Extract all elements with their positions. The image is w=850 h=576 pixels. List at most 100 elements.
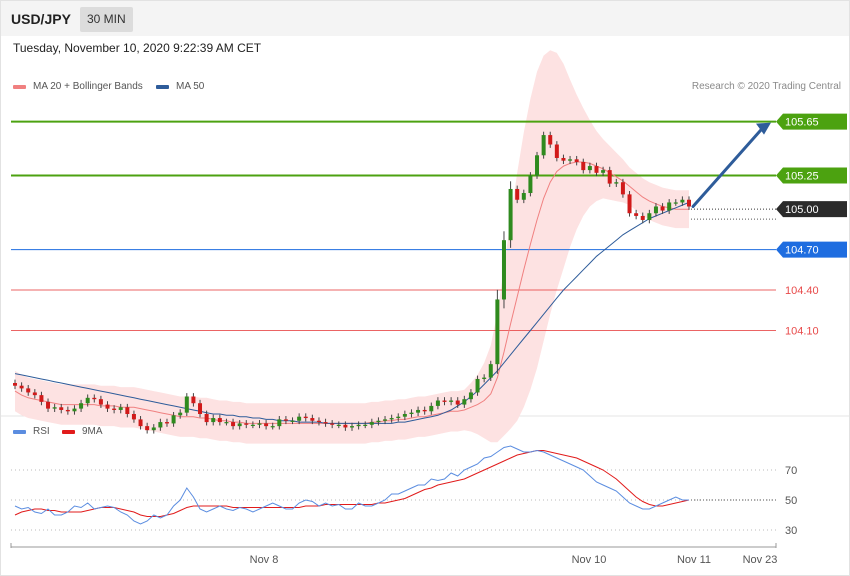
candle bbox=[26, 385, 31, 396]
candle bbox=[178, 409, 183, 419]
price-level-label: 104.10 bbox=[785, 325, 819, 337]
candle bbox=[158, 418, 163, 431]
candle-body bbox=[303, 416, 308, 419]
candle bbox=[211, 414, 216, 426]
candle-body bbox=[521, 193, 526, 200]
candle-body bbox=[158, 422, 163, 428]
candle bbox=[184, 393, 189, 417]
timestamp-line: Tuesday, November 10, 2020 9:22:39 AM CE… bbox=[13, 41, 262, 55]
candle-body bbox=[85, 397, 90, 404]
candle bbox=[488, 360, 493, 381]
candle bbox=[587, 162, 592, 174]
candle-body bbox=[204, 414, 209, 423]
rsi-line bbox=[14, 445, 689, 525]
candle bbox=[310, 414, 315, 425]
candle-body bbox=[554, 144, 559, 158]
candle-body bbox=[290, 420, 295, 422]
candle-body bbox=[396, 416, 401, 419]
candle bbox=[640, 212, 645, 224]
candle-body bbox=[145, 426, 150, 431]
candle-body bbox=[39, 395, 44, 402]
candle bbox=[112, 405, 117, 414]
candle-body bbox=[601, 170, 606, 173]
candle bbox=[65, 406, 70, 415]
candle-body bbox=[98, 399, 103, 405]
candle bbox=[145, 422, 150, 434]
candle bbox=[191, 393, 196, 407]
candle-body bbox=[237, 423, 242, 427]
candle bbox=[594, 162, 599, 177]
candle-body bbox=[383, 419, 388, 421]
timeframe-badge[interactable]: 30 MIN bbox=[80, 7, 133, 32]
rsi-tick-label: 50 bbox=[785, 495, 797, 507]
candle bbox=[105, 401, 110, 412]
candle-body bbox=[224, 422, 229, 424]
candle bbox=[607, 166, 612, 187]
candle bbox=[138, 416, 143, 430]
rsi-ma-swatch bbox=[62, 429, 75, 434]
price-level-label: 105.65 bbox=[785, 117, 819, 129]
candle-body bbox=[65, 409, 70, 412]
candle bbox=[389, 414, 394, 423]
chart-header: USD/JPY 30 MIN bbox=[1, 1, 849, 36]
candle-body bbox=[184, 396, 189, 413]
candle bbox=[416, 406, 421, 417]
candle-body bbox=[151, 427, 156, 431]
candle-body bbox=[257, 423, 262, 425]
candle bbox=[601, 166, 606, 177]
candle bbox=[422, 406, 427, 415]
candle bbox=[396, 413, 401, 422]
ma50-swatch bbox=[156, 84, 169, 89]
candle bbox=[118, 403, 123, 414]
candle bbox=[548, 131, 553, 148]
candle-body bbox=[482, 377, 487, 379]
candle-body bbox=[336, 424, 341, 426]
candle-body bbox=[198, 403, 203, 414]
candle bbox=[350, 422, 354, 431]
candle-body bbox=[508, 188, 513, 241]
candle bbox=[462, 395, 467, 408]
time-tick-label: Nov 8 bbox=[250, 554, 279, 566]
candle-body bbox=[620, 182, 625, 195]
candle-body bbox=[217, 418, 222, 423]
legend-9ma: 9MA bbox=[62, 426, 103, 437]
candle-body bbox=[46, 401, 51, 409]
candle-body bbox=[634, 213, 639, 216]
candle bbox=[535, 151, 540, 179]
candle-body bbox=[568, 159, 573, 161]
current-price-tag bbox=[776, 201, 847, 218]
candle bbox=[46, 398, 51, 412]
candle bbox=[515, 185, 520, 204]
ma20-swatch bbox=[13, 84, 26, 89]
candle-body bbox=[528, 175, 533, 194]
rsi-tick-label: 30 bbox=[785, 525, 797, 537]
candle-body bbox=[26, 388, 31, 393]
legend-ma20-label: MA 20 + Bollinger Bands bbox=[33, 81, 143, 92]
candle-body bbox=[343, 424, 348, 428]
candle-body bbox=[211, 418, 216, 423]
candle bbox=[402, 410, 407, 421]
candle-body bbox=[468, 392, 473, 400]
candle-body bbox=[376, 420, 381, 423]
candle bbox=[204, 410, 209, 426]
candle bbox=[85, 394, 90, 407]
candle-body bbox=[79, 403, 84, 409]
candle-body bbox=[310, 418, 315, 421]
candle-body bbox=[442, 400, 447, 402]
candle bbox=[614, 178, 619, 187]
candle-body bbox=[640, 215, 645, 220]
candle-body bbox=[92, 397, 97, 400]
candle bbox=[283, 416, 288, 425]
candle bbox=[92, 394, 97, 403]
candle bbox=[297, 413, 302, 425]
candle-body bbox=[350, 426, 354, 428]
candle bbox=[52, 403, 57, 412]
time-tick-label: Nov 11 bbox=[677, 554, 711, 566]
candle bbox=[435, 397, 440, 410]
candle bbox=[634, 209, 639, 220]
candle bbox=[59, 403, 64, 414]
candle-body bbox=[561, 157, 566, 161]
candle bbox=[363, 421, 368, 429]
candle-body bbox=[673, 202, 678, 204]
